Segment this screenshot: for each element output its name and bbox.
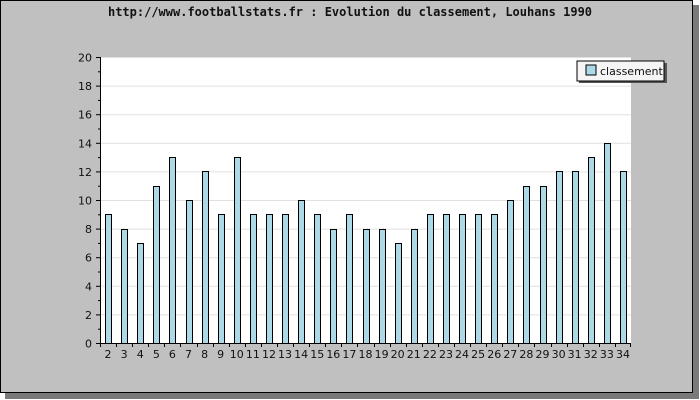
bar-10: [234, 157, 241, 344]
bar-4: [137, 243, 144, 344]
x-tick-label-33: 33: [600, 348, 614, 361]
bar-19: [379, 229, 386, 344]
bars-group: [105, 143, 627, 344]
x-tick-label-11: 11: [246, 348, 260, 361]
bar-15: [314, 214, 321, 344]
bar-16: [330, 229, 337, 344]
bar-32: [588, 157, 595, 344]
bar-28: [523, 186, 530, 344]
legend: classement: [576, 60, 667, 83]
bar-29: [540, 186, 547, 344]
x-tick-label-16: 16: [326, 348, 340, 361]
bar-6: [169, 157, 176, 344]
x-tick-label-22: 22: [423, 348, 437, 361]
x-tick-label-32: 32: [584, 348, 598, 361]
bar-26: [491, 214, 498, 344]
bar-8: [202, 171, 209, 344]
bar-25: [475, 214, 482, 344]
x-tick-label-14: 14: [294, 348, 308, 361]
x-tick-label-13: 13: [278, 348, 292, 361]
x-tick-label-2: 2: [105, 348, 112, 361]
x-tick-label-34: 34: [616, 348, 630, 361]
x-tick-label-24: 24: [455, 348, 469, 361]
bar-24: [459, 214, 466, 344]
y-tick-label: 0: [85, 338, 92, 351]
bar-7: [186, 200, 193, 344]
x-tick-label-15: 15: [310, 348, 324, 361]
y-tick-label: 14: [78, 137, 92, 150]
bar-17: [346, 214, 353, 344]
x-tick-label-30: 30: [552, 348, 566, 361]
bar-11: [250, 214, 257, 344]
bar-3: [121, 229, 128, 344]
bar-31: [572, 171, 579, 344]
legend-box: [576, 60, 665, 82]
x-tick-label-7: 7: [185, 348, 192, 361]
x-tick-label-12: 12: [262, 348, 276, 361]
x-tick-label-31: 31: [568, 348, 582, 361]
x-tick-label-5: 5: [153, 348, 160, 361]
y-tick-label: 16: [78, 109, 92, 122]
x-tick-label-6: 6: [169, 348, 176, 361]
x-tick-label-19: 19: [375, 348, 389, 361]
bar-12: [266, 214, 273, 344]
x-tick-label-9: 9: [217, 348, 224, 361]
y-tick-label: 12: [78, 166, 92, 179]
x-tick-label-8: 8: [201, 348, 208, 361]
bar-30: [556, 171, 563, 344]
bar-5: [153, 186, 160, 344]
x-tick-label-10: 10: [230, 348, 244, 361]
y-tick-label: 10: [78, 195, 92, 208]
bar-27: [507, 200, 514, 344]
y-tick-label: 4: [85, 280, 92, 293]
y-tick-label: 18: [78, 80, 92, 93]
y-tick-label: 2: [85, 309, 92, 322]
bar-2: [105, 214, 112, 344]
x-tick-label-17: 17: [342, 348, 356, 361]
x-tick-label-23: 23: [439, 348, 453, 361]
bar-14: [298, 200, 305, 344]
legend-swatch: [585, 64, 597, 76]
x-tick-label-29: 29: [536, 348, 550, 361]
x-tick-label-18: 18: [359, 348, 373, 361]
x-tick-label-27: 27: [503, 348, 517, 361]
x-tick-labels: 2 3 4 5 6 7 8 9 10 11 12 13 14 15 16 17 18 19 20 21 22 23 24 25…: [105, 348, 630, 361]
y-tick-labels: 0 2 4 6 8 10 12 14 16 18 20: [78, 52, 92, 351]
bar-33: [604, 143, 611, 344]
bar-21: [411, 229, 418, 344]
x-tick-label-20: 20: [391, 348, 405, 361]
bar-22: [427, 214, 434, 344]
bar-18: [363, 229, 370, 344]
y-tick-label: 8: [85, 223, 92, 236]
chart-title: http://www.footballstats.fr : Evolution …: [108, 5, 592, 19]
bar-9: [218, 214, 225, 344]
legend-label: classement: [600, 65, 664, 78]
x-tick-label-28: 28: [519, 348, 533, 361]
x-tick-label-25: 25: [471, 348, 485, 361]
bar-34: [620, 171, 627, 344]
axes: [96, 57, 631, 347]
bar-23: [443, 214, 450, 344]
y-tick-label: 20: [78, 52, 92, 65]
x-tick-label-21: 21: [407, 348, 421, 361]
x-tick-label-26: 26: [487, 348, 501, 361]
x-tick-label-4: 4: [137, 348, 144, 361]
bar-20: [395, 243, 402, 344]
bar-13: [282, 214, 289, 344]
x-tick-label-3: 3: [121, 348, 128, 361]
y-tick-label: 6: [85, 252, 92, 265]
